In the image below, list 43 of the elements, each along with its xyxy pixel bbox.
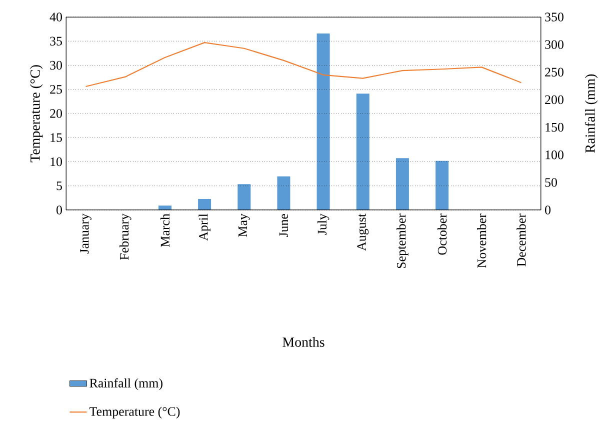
x-tick-label: April (198, 214, 210, 241)
x-tick-label: June (279, 214, 288, 237)
y-tick-label: 0 (56, 206, 62, 214)
x-tick-label: July (317, 214, 330, 235)
bar (316, 34, 330, 210)
y2-tick-label: 250 (545, 68, 564, 77)
y-tick-label: 10 (50, 157, 62, 166)
y2-tick-label: 200 (545, 95, 564, 104)
y2-tick-label: 350 (545, 12, 564, 22)
y-tick-label: 35 (50, 36, 62, 46)
bar (277, 176, 290, 210)
x-tick-label: December (516, 214, 526, 266)
bar (436, 160, 449, 210)
legend-label: Temperature (°C) (90, 406, 180, 419)
x-tick-label: October (437, 214, 447, 255)
y2-tick-label: 150 (546, 122, 564, 132)
x-tick-label: September (396, 214, 408, 268)
bar (158, 206, 172, 210)
y2-tick-label: 100 (546, 150, 564, 160)
line-series (85, 42, 522, 88)
y2-tick-label: 300 (545, 40, 564, 49)
x-tick-label: November (477, 214, 486, 268)
y2-axis-title: Rainfall (mm) (584, 74, 598, 153)
bar (238, 184, 251, 210)
y-tick-label: 5 (56, 182, 62, 190)
bar (198, 198, 212, 210)
x-tick-label: January (80, 214, 92, 254)
y-tick-label: 30 (50, 60, 62, 70)
y-axis-title: Temperature (°C) (30, 65, 43, 162)
legend-label: Rainfall (mm) (90, 378, 162, 390)
y-tick-label: 15 (50, 133, 62, 142)
y-tick-label: 25 (50, 85, 62, 94)
bar (396, 158, 409, 210)
y2-tick-label: 50 (545, 178, 557, 187)
x-tick-label: May (238, 214, 250, 237)
x-axis-title: Months (282, 337, 324, 347)
x-tick-label: August (357, 214, 369, 251)
y2-tick-label: 0 (545, 206, 551, 214)
x-tick-label: February (119, 214, 132, 260)
y-tick-label: 20 (50, 109, 62, 118)
y-tick-label: 40 (50, 12, 62, 22)
bar (356, 94, 370, 210)
x-tick-label: March (160, 214, 170, 247)
